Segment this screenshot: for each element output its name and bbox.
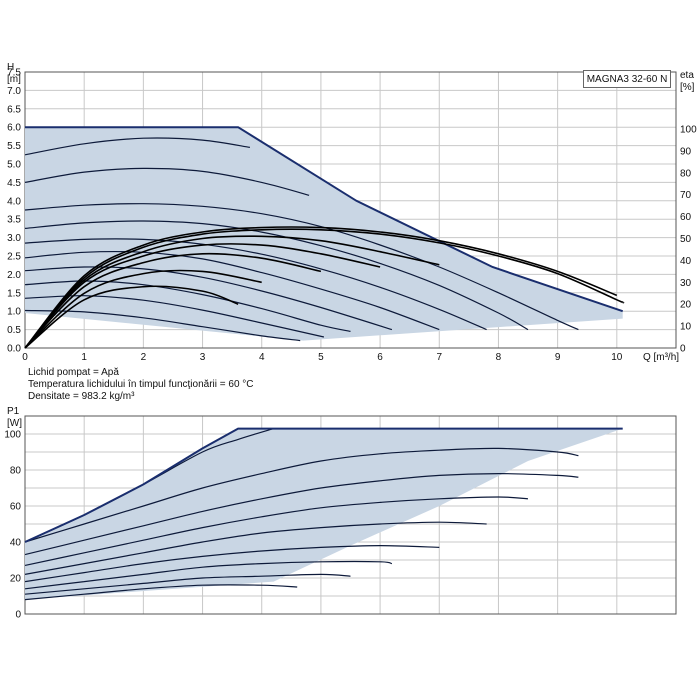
- curve-line: [24, 584, 298, 601]
- efficiency-curve: [24, 228, 625, 349]
- y-tick-label: 40: [10, 538, 22, 549]
- eta-tick-label: 60: [680, 212, 692, 223]
- eta-tick-label: 40: [680, 256, 692, 267]
- y-tick-label: 5.0: [7, 160, 21, 171]
- y-tick-label: 1.5: [7, 288, 21, 299]
- efficiency-curve: [24, 243, 381, 349]
- curve-line: [24, 238, 487, 331]
- x-axis-label: Q [m³/h]: [643, 352, 679, 363]
- x-tick-label: 4: [259, 352, 265, 363]
- y-axis-unit: [W]: [7, 418, 22, 429]
- envelope-outline: [24, 427, 623, 543]
- x-tick-label: 7: [436, 352, 442, 363]
- curve-line: [24, 250, 440, 331]
- y-axis-label: P1: [7, 406, 20, 417]
- y-tick-label: 3.5: [7, 215, 21, 226]
- curve-line: [24, 309, 301, 342]
- curve-line: [24, 266, 393, 331]
- curve-line: [24, 220, 529, 331]
- y-tick-label: 0.0: [7, 344, 21, 355]
- eta-axis-unit: [%]: [680, 82, 695, 93]
- x-tick-label: 0: [22, 352, 28, 363]
- x-tick-label: 9: [555, 352, 561, 363]
- envelope-outline: [25, 126, 624, 313]
- y-tick-label: 5.5: [7, 141, 21, 152]
- plot-frame: [24, 415, 677, 615]
- y-tick-label: 3.0: [7, 233, 21, 244]
- y-tick-label: 80: [10, 466, 22, 477]
- curve-line: [24, 137, 250, 156]
- y-tick-label: 2.5: [7, 252, 21, 263]
- curve-line: [24, 472, 579, 556]
- y-tick-label: 7.5: [7, 68, 21, 79]
- eta-tick-label: 30: [680, 278, 692, 289]
- y-tick-label: 6.0: [7, 123, 21, 134]
- operating-area: [25, 428, 623, 600]
- y-axis-label: H: [7, 62, 14, 73]
- y-tick-label: 20: [10, 574, 22, 585]
- x-tick-label: 10: [611, 352, 623, 363]
- efficiency-curve: [24, 226, 618, 349]
- y-tick-label: 7.0: [7, 86, 21, 97]
- y-tick-label: 6.5: [7, 104, 21, 115]
- x-tick-label: 6: [377, 352, 383, 363]
- eta-tick-label: 20: [680, 300, 692, 311]
- x-tick-label: 5: [318, 352, 324, 363]
- y-tick-label: 4.0: [7, 196, 21, 207]
- efficiency-curve: [24, 269, 262, 349]
- curve-line: [24, 573, 351, 595]
- eta-tick-label: 70: [680, 190, 692, 201]
- eta-tick-label: 10: [680, 322, 692, 333]
- curve-line: [24, 167, 310, 196]
- curve-line: [24, 447, 579, 543]
- eta-tick-label: 90: [680, 146, 692, 157]
- y-tick-label: 100: [4, 430, 21, 441]
- model-label: MAGNA3 32-60 N: [583, 70, 671, 88]
- info-temperature: Temperatura lichidului în timpul funcţio…: [28, 379, 254, 390]
- eta-tick-label: 50: [680, 234, 692, 245]
- y-tick-label: 0: [15, 610, 21, 621]
- efficiency-curve: [24, 252, 322, 349]
- head-chart: 0.0 0.5 1.0 1.5 2.0 2.5 3.0 3.5 4.0 4.5 5.0 5.5 6.0 6…: [7, 62, 697, 363]
- power-chart: 0 20 40 60 80 100 P1[W]: [4, 406, 677, 621]
- curve-line: [24, 560, 393, 590]
- y-tick-label: 1.0: [7, 307, 21, 318]
- efficiency-curve: [24, 285, 239, 349]
- curve-line: [24, 295, 325, 338]
- y-tick-label: 2.0: [7, 270, 21, 281]
- y-tick-label: 60: [10, 502, 22, 513]
- efficiency-curve: [24, 235, 440, 349]
- y-tick-label: 0.5: [7, 325, 21, 336]
- x-tick-label: 3: [200, 352, 206, 363]
- info-liquid: Lichid pompat = Apă: [28, 367, 119, 378]
- x-tick-label: 2: [141, 352, 147, 363]
- eta-tick-label: 100: [680, 125, 697, 136]
- eta-tick-label: 80: [680, 168, 692, 179]
- curve-line: [24, 521, 487, 575]
- eta-axis-label: eta: [680, 70, 694, 81]
- x-tick-label: 1: [81, 352, 87, 363]
- eta-tick-label: 0: [680, 344, 686, 355]
- curve-line: [24, 203, 579, 331]
- curve-line: [24, 544, 440, 583]
- curve-line: [24, 496, 529, 566]
- x-tick-label: 8: [496, 352, 502, 363]
- info-density: Densitate = 983.2 kg/m³: [28, 391, 135, 402]
- y-axis-unit: [m]: [7, 74, 21, 85]
- y-tick-label: 4.5: [7, 178, 21, 189]
